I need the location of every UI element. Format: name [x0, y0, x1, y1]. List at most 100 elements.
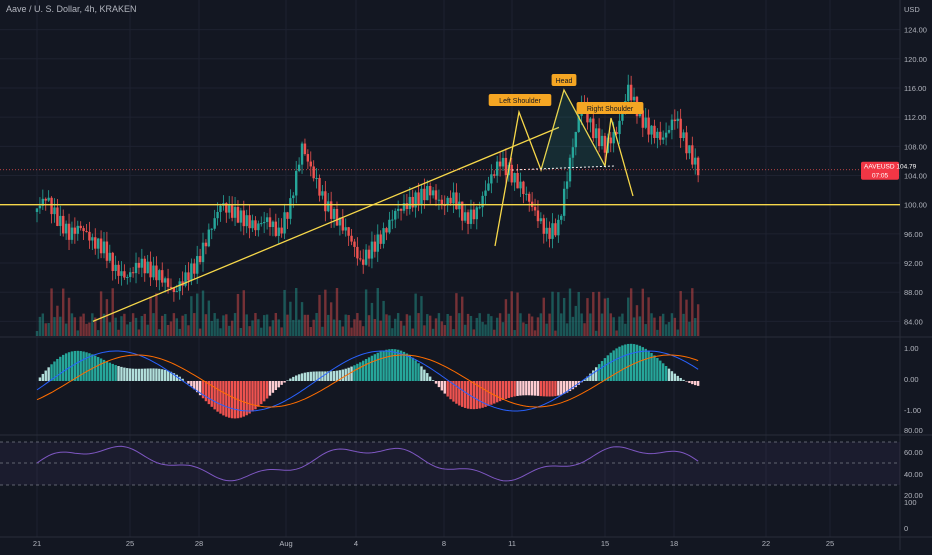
candle-body — [505, 158, 507, 175]
volume-bar — [97, 330, 99, 336]
candle-body — [275, 222, 277, 236]
candle-body — [563, 189, 565, 216]
volume-bar — [312, 320, 314, 336]
macd-histogram-bar — [551, 381, 553, 396]
candle-body — [345, 227, 347, 230]
macd-histogram-bar — [126, 368, 128, 381]
candle-body — [85, 231, 87, 232]
volume-bar — [225, 314, 227, 336]
candle-body — [391, 220, 393, 221]
volume-bar — [391, 328, 393, 336]
volume-bar — [677, 330, 679, 336]
candle-body — [665, 133, 667, 138]
candle-body — [167, 278, 169, 287]
candle-body — [487, 183, 489, 190]
volume-bar — [132, 313, 134, 336]
candle-body — [420, 189, 422, 205]
volume-bar — [394, 319, 396, 336]
candle-body — [694, 158, 696, 165]
candle-body — [589, 119, 591, 123]
volume-bar — [679, 291, 681, 336]
macd-histogram-bar — [155, 369, 157, 381]
volume-bar — [123, 314, 125, 336]
volume-bar — [551, 292, 553, 336]
candle-body — [356, 247, 358, 258]
candle-body — [234, 207, 236, 218]
candle-body — [371, 242, 373, 259]
volume-bar — [487, 314, 489, 336]
volume-bar — [74, 317, 76, 336]
macd-histogram-bar — [461, 381, 463, 407]
candle-body — [426, 186, 428, 200]
macd-histogram-bar — [604, 358, 606, 381]
volume-bar — [621, 314, 623, 336]
candle-body — [315, 178, 317, 179]
macd-histogram-bar — [662, 363, 664, 381]
volume-bar — [347, 315, 349, 336]
macd-histogram-bar — [505, 381, 507, 399]
candle-body — [39, 206, 41, 209]
candle-body — [301, 144, 303, 165]
candle-body — [409, 197, 411, 209]
candle-body — [59, 216, 61, 226]
volume-bar — [458, 313, 460, 336]
volume-bar — [144, 314, 146, 336]
volume-bar — [289, 302, 291, 336]
macd-histogram-bar — [537, 381, 539, 396]
volume-bar — [149, 297, 151, 336]
volume-bar — [449, 316, 451, 336]
volume-bar — [414, 294, 416, 336]
macd-histogram-bar — [161, 369, 163, 381]
volume-bar — [656, 330, 658, 336]
macd-histogram-bar — [438, 381, 440, 387]
volume-bar — [114, 318, 116, 336]
candle-body — [601, 136, 603, 146]
macd-histogram-bar — [508, 381, 510, 398]
macd-histogram-bar — [144, 369, 146, 381]
macd-histogram-bar — [694, 381, 696, 385]
volume-bar — [324, 290, 326, 336]
volume-bar — [138, 329, 140, 336]
candle-body — [251, 220, 253, 228]
macd-histogram-bar — [278, 381, 280, 387]
candle-body — [53, 207, 55, 214]
volume-bar — [455, 293, 457, 336]
volume-bar — [333, 319, 335, 336]
volume-bar — [511, 291, 513, 336]
candle-body — [359, 258, 361, 259]
macd-histogram-bar — [350, 367, 352, 381]
volume-bar — [522, 322, 524, 336]
candle-body — [697, 158, 699, 176]
volume-bar — [339, 320, 341, 336]
time-tick-label: 25 — [126, 539, 134, 548]
volume-bar — [359, 320, 361, 336]
candle-body — [103, 242, 105, 254]
macd-histogram-bar — [269, 381, 271, 396]
volume-bar — [310, 327, 312, 336]
macd-histogram-bar — [557, 381, 559, 396]
candle-body — [62, 216, 64, 234]
candle-body — [45, 199, 47, 201]
time-tick-label: 18 — [670, 539, 678, 548]
candle-body — [100, 239, 102, 254]
volume-bar — [56, 306, 58, 336]
macd-histogram-bar — [257, 381, 259, 407]
volume-bar — [385, 314, 387, 336]
volume-bar — [473, 329, 475, 336]
volume-bar — [77, 330, 79, 336]
candle-body — [187, 272, 189, 280]
volume-bar — [444, 325, 446, 336]
candle-body — [470, 210, 472, 224]
candle-body — [379, 234, 381, 243]
candle-body — [522, 182, 524, 194]
volume-bar — [665, 324, 667, 336]
candle-body — [91, 237, 93, 240]
candle-body — [353, 242, 355, 247]
volume-bar — [278, 319, 280, 336]
candle-body — [286, 212, 288, 219]
macd-histogram-bar — [458, 381, 460, 405]
macd-histogram-bar — [263, 381, 265, 401]
candle-body — [598, 128, 600, 146]
